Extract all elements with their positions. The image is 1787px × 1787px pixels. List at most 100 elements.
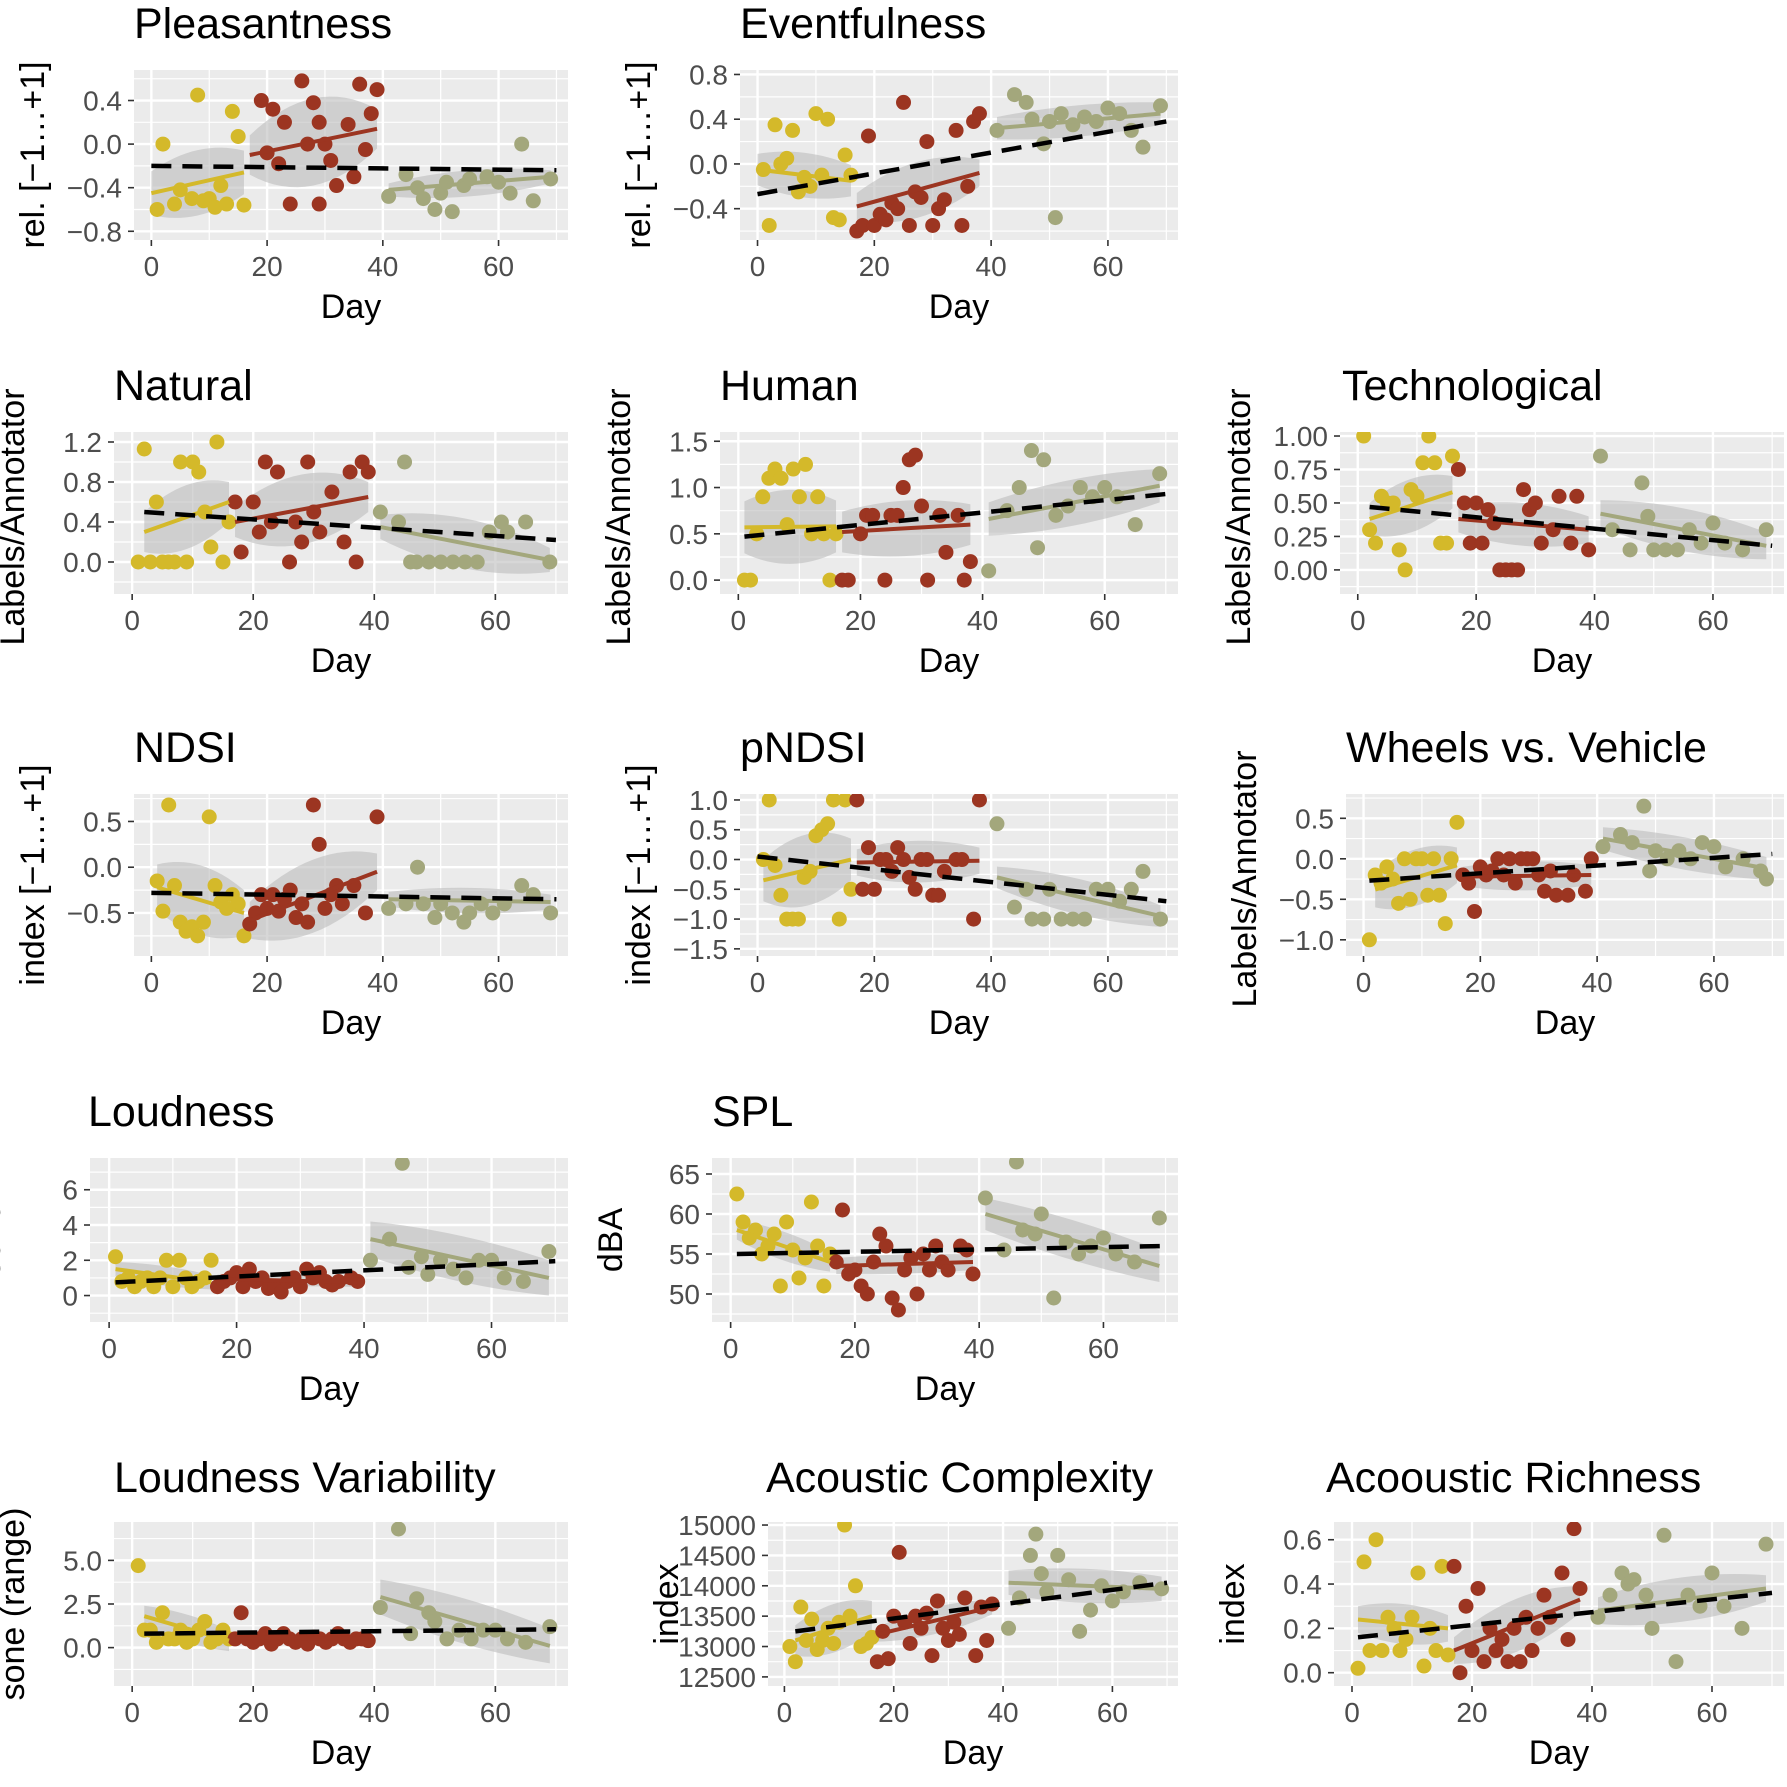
y-tick-label: 0.5 [669, 519, 708, 550]
data-point-period-2 [265, 887, 281, 903]
data-point-period-3 [1642, 863, 1658, 879]
data-point-period-1 [236, 197, 252, 213]
data-point-period-3 [1622, 542, 1638, 558]
data-point-period-1 [773, 470, 789, 486]
panel-ndsi: 0 20 40 60 −0.5 0.0 0.5 NDSI Day index [−1…+1] [14, 724, 568, 1042]
data-point-period-2 [1474, 535, 1490, 551]
x-tick-label: 40 [1579, 605, 1610, 636]
data-point-period-1 [825, 794, 841, 808]
data-point-period-2 [1470, 1580, 1486, 1596]
data-point-period-1 [743, 572, 759, 588]
data-point-period-1 [213, 178, 229, 194]
y-tick-label: 50 [669, 1279, 700, 1310]
fit-line-period-3 [379, 525, 551, 562]
data-point-period-1 [149, 873, 165, 889]
data-point-period-1 [810, 489, 826, 505]
data-point-period-3 [421, 554, 437, 570]
data-point-period-3 [1758, 871, 1774, 887]
fit-line-period-3 [996, 111, 1161, 131]
x-tick-label: 60 [483, 967, 514, 998]
data-point-period-1 [161, 797, 177, 813]
x-axis-label: Day [321, 1004, 381, 1042]
y-tick-label: 0.6 [1283, 1525, 1322, 1556]
x-tick-label: 0 [124, 605, 140, 636]
y-tick-label: 0.8 [63, 467, 102, 498]
data-point-period-3 [1046, 1290, 1062, 1306]
data-point-period-2 [251, 524, 267, 540]
fit-line-period-2 [249, 126, 378, 157]
data-point-period-1 [1440, 1647, 1456, 1663]
data-point-period-1 [735, 1214, 751, 1230]
data-point-period-2 [866, 881, 882, 897]
data-point-period-1 [130, 1558, 146, 1574]
data-point-period-2 [855, 881, 871, 897]
data-point-period-3 [1735, 542, 1751, 558]
data-layer [755, 794, 1168, 927]
x-axis-label: Day [943, 1734, 1003, 1772]
fit-line-period-1 [150, 170, 245, 196]
data-point-period-1 [761, 217, 777, 233]
x-tick-label: 60 [1089, 605, 1120, 636]
data-layer [1361, 798, 1774, 948]
data-point-period-2 [288, 910, 304, 926]
data-point-period-2 [1450, 461, 1466, 477]
x-tick-label: 0 [144, 251, 160, 282]
fit-line-period-2 [856, 170, 980, 209]
data-point-period-3 [1604, 522, 1620, 538]
data-point-period-2 [1560, 887, 1576, 903]
data-point-period-2 [1581, 542, 1597, 558]
data-point-period-2 [235, 1279, 251, 1295]
data-point-period-1 [1391, 895, 1407, 911]
data-layer [149, 73, 559, 220]
data-layer [755, 87, 1168, 239]
data-point-period-2 [896, 852, 912, 868]
data-point-period-1 [136, 441, 152, 457]
data-point-period-1 [761, 794, 777, 808]
data-point-period-2 [957, 1590, 973, 1606]
data-point-period-3 [542, 554, 558, 570]
data-point-period-3 [1030, 540, 1046, 556]
data-point-period-1 [1415, 455, 1431, 471]
data-point-period-3 [1033, 1206, 1049, 1222]
data-point-period-2 [907, 881, 923, 897]
data-point-period-2 [884, 1290, 900, 1306]
y-tick-label: 0.50 [1274, 488, 1329, 519]
data-point-period-2 [880, 1651, 896, 1667]
y-tick-label: 0.0 [83, 129, 122, 160]
data-point-period-3 [1123, 881, 1139, 897]
data-point-period-3 [445, 554, 461, 570]
data-point-period-3 [518, 514, 534, 530]
data-point-period-2 [1524, 1643, 1540, 1659]
data-point-period-1 [1443, 851, 1459, 867]
data-point-period-2 [852, 526, 868, 542]
data-point-period-2 [956, 572, 972, 588]
data-point-period-3 [372, 1599, 388, 1615]
data-point-period-2 [938, 544, 954, 560]
data-point-period-2 [971, 794, 987, 808]
data-point-period-3 [391, 514, 407, 530]
data-point-period-3 [427, 910, 443, 926]
fit-line-period-3 [996, 875, 1161, 919]
data-point-period-2 [1458, 1598, 1474, 1614]
y-tick-label: 65 [669, 1159, 700, 1190]
x-tick-label: 0 [1356, 967, 1372, 998]
x-tick-label: 40 [367, 251, 398, 282]
data-point-period-1 [804, 1611, 820, 1627]
data-point-period-2 [1563, 535, 1579, 551]
y-tick-label: −0.5 [1279, 884, 1334, 915]
y-tick-label: 0.4 [1283, 1569, 1322, 1600]
data-point-period-3 [1127, 517, 1143, 533]
data-point-period-2 [329, 178, 345, 194]
fit-line-period-2 [234, 495, 369, 524]
data-point-period-2 [907, 447, 923, 463]
y-tick-label: −0.8 [67, 216, 122, 247]
data-point-period-1 [167, 196, 183, 212]
data-point-period-1 [191, 464, 207, 480]
data-point-period-1 [766, 1226, 782, 1242]
overall-trend-line [115, 1258, 556, 1285]
data-point-period-3 [525, 193, 541, 209]
y-tick-label: 4 [62, 1210, 78, 1241]
y-tick-label: 0.2 [1283, 1613, 1322, 1644]
fit-line-period-1 [736, 1228, 831, 1264]
